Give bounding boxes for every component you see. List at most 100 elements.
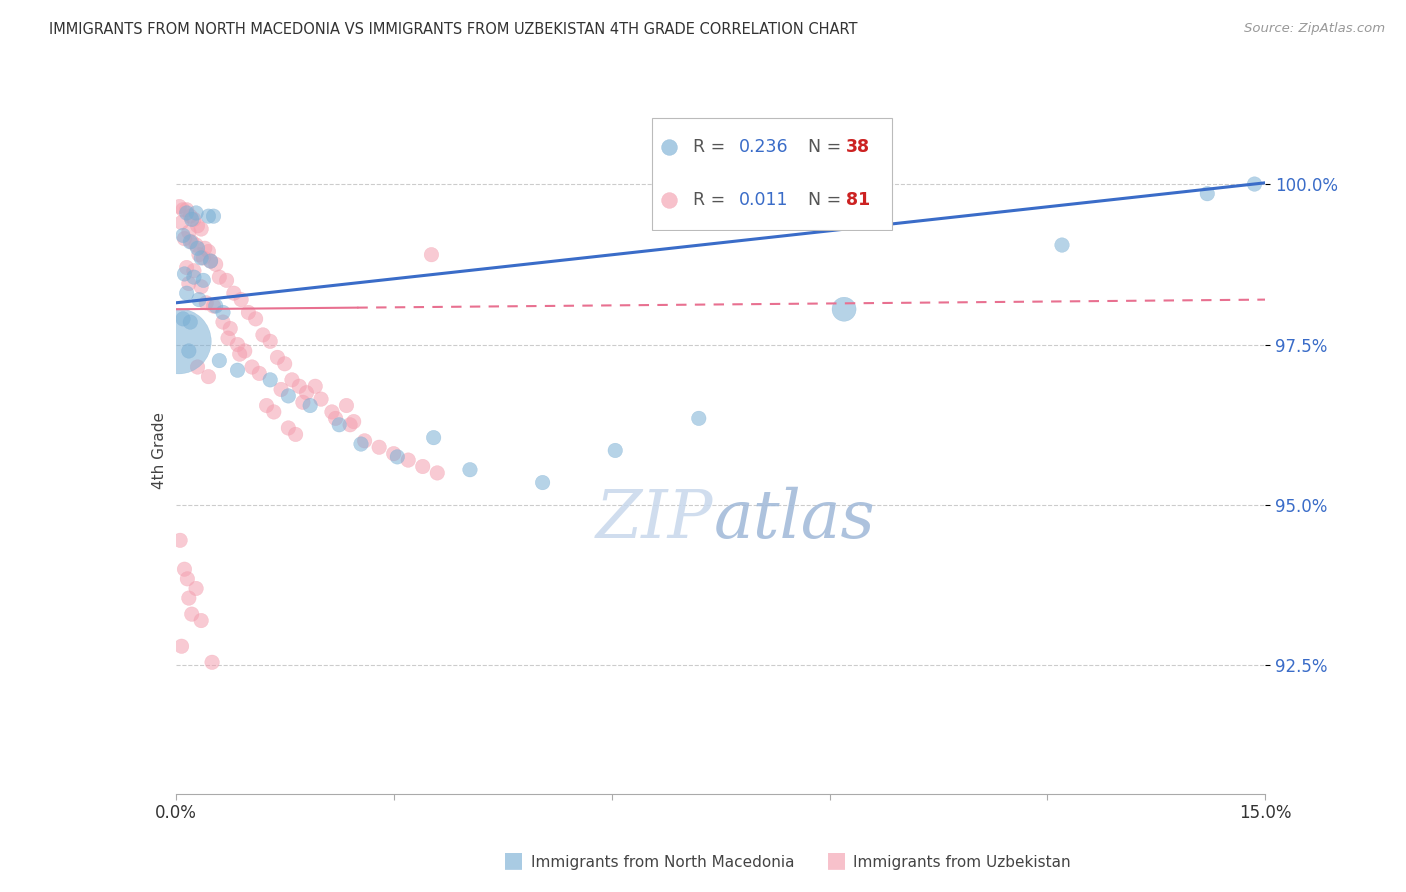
Point <box>180 235 202 249</box>
Point <box>208 270 231 285</box>
FancyBboxPatch shape <box>652 119 893 229</box>
Point <box>177 343 200 358</box>
Point <box>291 395 314 409</box>
Point <box>426 466 449 480</box>
Text: R =: R = <box>693 191 730 209</box>
Point <box>208 353 231 368</box>
Text: 0.236: 0.236 <box>740 137 789 156</box>
Point <box>172 311 194 326</box>
Point <box>335 399 357 413</box>
Point <box>202 299 225 313</box>
Text: 0.011: 0.011 <box>740 191 789 209</box>
Point <box>247 367 270 381</box>
Point <box>180 212 202 227</box>
Text: Immigrants from North Macedonia: Immigrants from North Macedonia <box>531 855 794 870</box>
Point <box>422 431 444 445</box>
Point <box>172 202 194 217</box>
Point <box>184 582 207 596</box>
Point <box>188 293 211 307</box>
Point <box>245 311 267 326</box>
Point <box>172 228 194 243</box>
Point <box>212 305 235 319</box>
Text: atlas: atlas <box>713 486 876 552</box>
Text: 0.0%: 0.0% <box>155 804 197 822</box>
Point <box>183 212 205 227</box>
Text: R =: R = <box>693 137 730 156</box>
Point <box>200 254 222 268</box>
Point <box>281 373 304 387</box>
Point <box>176 572 198 586</box>
Point <box>252 327 274 342</box>
Point <box>179 209 201 223</box>
Point <box>170 639 193 653</box>
Point <box>299 399 322 413</box>
Point <box>277 389 299 403</box>
Point <box>288 379 311 393</box>
Point <box>339 417 361 432</box>
Point <box>184 206 207 220</box>
Point <box>328 417 350 432</box>
Point <box>197 369 219 384</box>
Point <box>183 264 205 278</box>
Point <box>201 655 224 669</box>
Point <box>343 415 366 429</box>
Point <box>233 343 256 358</box>
Point <box>238 305 260 319</box>
Point <box>202 209 225 223</box>
Point <box>190 251 212 265</box>
Point <box>309 392 332 406</box>
Point <box>270 383 292 397</box>
Point <box>179 235 201 249</box>
Point <box>177 591 200 606</box>
Text: 15.0%: 15.0% <box>1239 804 1292 822</box>
Point <box>219 321 242 335</box>
Text: N =: N = <box>797 191 846 209</box>
Point <box>228 347 250 361</box>
Point <box>177 277 200 291</box>
Point <box>173 562 195 576</box>
Point <box>190 614 212 628</box>
Point <box>176 206 198 220</box>
Point <box>531 475 554 490</box>
Point <box>170 216 193 230</box>
Point <box>284 427 307 442</box>
Point <box>195 295 218 310</box>
Point <box>204 257 226 271</box>
Point <box>658 193 681 207</box>
Point <box>169 533 191 548</box>
Point <box>188 248 211 262</box>
Point <box>688 411 710 425</box>
Point <box>226 337 249 351</box>
Text: ■: ■ <box>503 850 523 870</box>
Point <box>204 299 226 313</box>
Text: Immigrants from Uzbekistan: Immigrants from Uzbekistan <box>853 855 1071 870</box>
Point <box>304 379 326 393</box>
Point <box>167 334 190 349</box>
Point <box>231 293 253 307</box>
Point <box>190 279 212 293</box>
Point <box>259 373 281 387</box>
Point <box>382 447 405 461</box>
Point <box>321 405 343 419</box>
Point <box>173 267 195 281</box>
Point <box>458 463 481 477</box>
Point <box>605 443 627 458</box>
Text: ■: ■ <box>827 850 846 870</box>
Point <box>412 459 434 474</box>
Point <box>1197 186 1219 201</box>
Point <box>240 359 263 374</box>
Text: 81: 81 <box>846 191 870 209</box>
Point <box>350 437 373 451</box>
Point <box>832 302 855 317</box>
Point <box>186 359 209 374</box>
Text: 38: 38 <box>846 137 870 156</box>
Point <box>200 254 222 268</box>
Point <box>179 315 201 329</box>
Point <box>226 363 249 377</box>
Point <box>176 260 198 275</box>
Point <box>222 286 245 301</box>
Point <box>1243 177 1265 191</box>
Point <box>183 270 205 285</box>
Point <box>177 225 200 239</box>
Point <box>180 607 202 622</box>
